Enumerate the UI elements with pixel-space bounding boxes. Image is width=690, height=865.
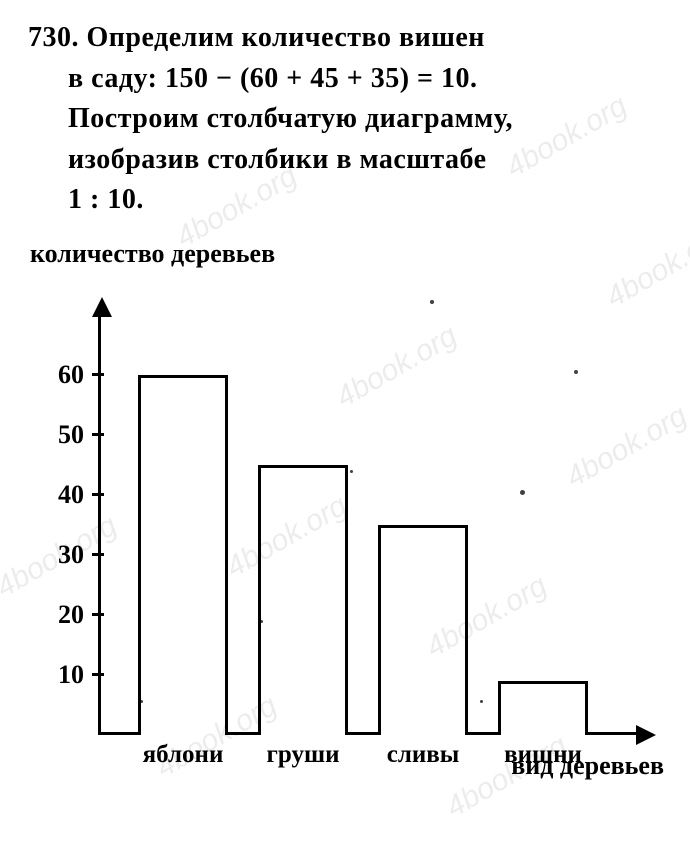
noise-dot <box>350 470 353 473</box>
noise-dot <box>430 300 434 304</box>
y-tick <box>92 553 104 556</box>
problem-number: 730. <box>28 22 79 53</box>
category-label: яблони <box>143 741 224 769</box>
y-tick <box>92 433 104 436</box>
y-tick-label: 10 <box>58 660 84 690</box>
y-tick <box>92 493 104 496</box>
y-tick-label: 50 <box>58 420 84 450</box>
chart-x-axis-title: вид деревьев <box>511 751 664 781</box>
problem-line-4: изобразив столбики в масштабе <box>28 140 662 181</box>
chart-y-axis-title: количество деревьев <box>30 239 662 269</box>
y-tick-label: 60 <box>58 360 84 390</box>
bar-chart: 102030405060яблонигрушисливывишни вид де… <box>28 275 668 815</box>
noise-dot <box>200 260 203 263</box>
y-axis <box>98 315 101 735</box>
noise-dot <box>140 700 143 703</box>
y-tick-label: 20 <box>58 600 84 630</box>
noise-dot <box>574 370 578 374</box>
x-axis-arrow-icon <box>636 725 656 745</box>
bar <box>378 525 468 735</box>
y-tick <box>92 673 104 676</box>
y-tick <box>92 613 104 616</box>
y-tick <box>92 373 104 376</box>
y-axis-arrow-icon <box>92 297 112 317</box>
y-tick-label: 30 <box>58 540 84 570</box>
problem-text: 730. Определим количество вишен в саду: … <box>28 18 662 221</box>
bar <box>258 465 348 735</box>
noise-dot <box>260 620 263 623</box>
problem-line-5: 1 : 10. <box>28 180 662 221</box>
noise-dot <box>520 490 525 495</box>
bar <box>138 375 228 735</box>
problem-line-2: в саду: 150 − (60 + 45 + 35) = 10. <box>28 59 662 100</box>
category-label: груши <box>267 741 340 769</box>
noise-dot <box>480 700 483 703</box>
problem-line-1: Определим количество вишен <box>87 22 485 53</box>
problem-line-3: Построим столбчатую диаграмму, <box>28 99 662 140</box>
category-label: сливы <box>387 741 460 769</box>
bar <box>498 681 588 735</box>
y-tick-label: 40 <box>58 480 84 510</box>
